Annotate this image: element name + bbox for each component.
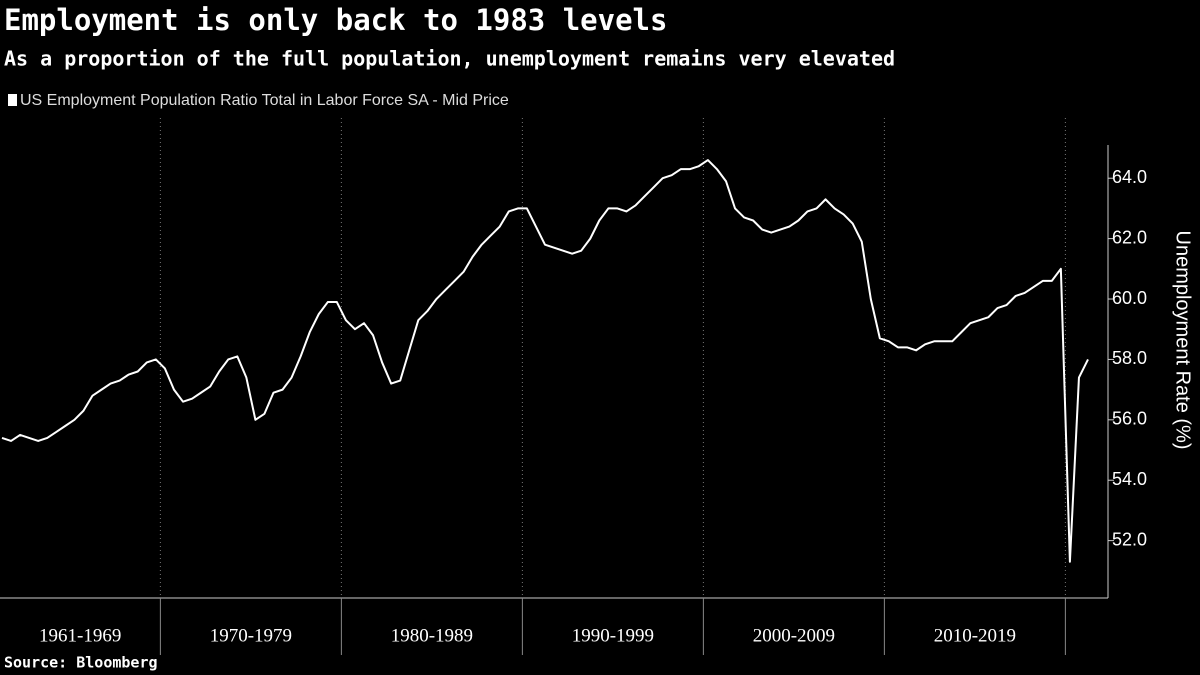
y-tick-label: 60.0 [1112, 288, 1147, 308]
chart-subtitle: As a proportion of the full population, … [4, 47, 895, 71]
series-line [1, 159, 1089, 563]
x-category-label: 1961-1969 [39, 625, 121, 646]
x-category-label: 1990-1999 [572, 625, 654, 646]
chart-title: Employment is only back to 1983 levels [4, 3, 667, 37]
y-axis-label: Unemployment Rate (%) [1172, 231, 1194, 450]
legend-swatch [8, 94, 17, 106]
y-tick-label: 62.0 [1112, 227, 1147, 247]
y-tick-label: 54.0 [1112, 469, 1147, 489]
x-category-label: 1970-1979 [210, 625, 292, 646]
y-tick-label: 58.0 [1112, 348, 1147, 368]
y-tick-label: 56.0 [1112, 409, 1147, 429]
legend-label: US Employment Population Ratio Total in … [20, 92, 509, 109]
x-category-label: 1980-1989 [391, 625, 473, 646]
y-tick-label: 64.0 [1112, 167, 1147, 187]
source: Source: Bloomberg [4, 654, 158, 672]
y-tick-label: 52.0 [1112, 529, 1147, 549]
x-category-label: 2000-2009 [753, 625, 835, 646]
x-category-label: 2010-2019 [934, 625, 1016, 646]
